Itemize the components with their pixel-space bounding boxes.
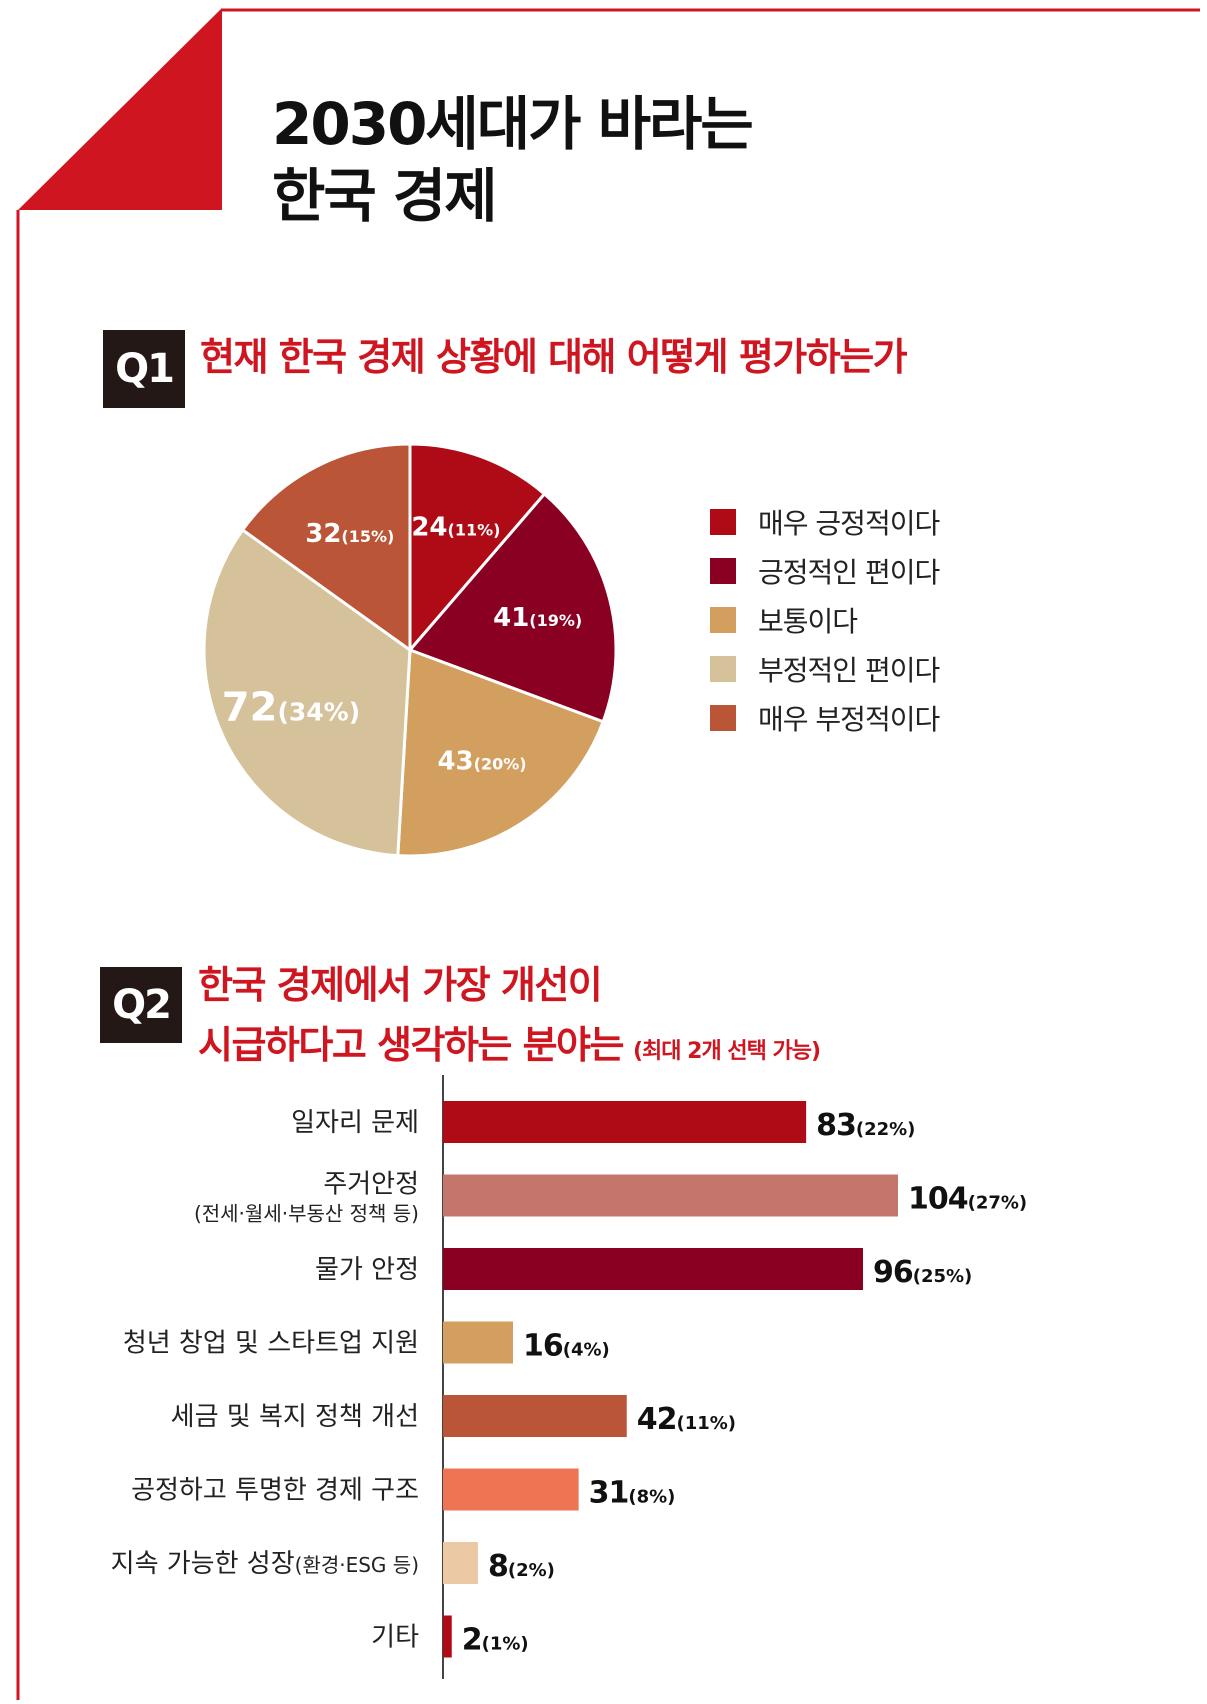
bar-value-label: 96(25%) xyxy=(873,1255,972,1290)
bar-category-main: 일자리 문제 xyxy=(291,1108,419,1138)
bar-value-label: 104(27%) xyxy=(908,1182,1027,1217)
bar-category-main: 청년 창업 및 스타트업 지원 xyxy=(123,1329,419,1359)
bar xyxy=(443,1321,513,1364)
bar-category-main: 물가 안정 xyxy=(315,1255,419,1285)
bar xyxy=(443,1101,807,1143)
q1-pie-chart: 24(11%) 41(19%) 43(20%) 72(34%) 32(15%) xyxy=(202,442,618,858)
bar-value: 42 xyxy=(637,1402,677,1437)
pie-slice-percent: (11%) xyxy=(448,521,501,540)
bar-value-label: 2(1%) xyxy=(462,1623,529,1658)
bar-percent: (27%) xyxy=(968,1193,1028,1214)
bar-value: 83 xyxy=(816,1108,856,1143)
bar-percent: (25%) xyxy=(913,1266,973,1287)
pie-slice-value: 41 xyxy=(493,603,529,633)
bar-percent: (4%) xyxy=(563,1340,610,1361)
pie-slice-value: 32 xyxy=(305,519,341,549)
pie-slice-label: 32(15%) xyxy=(305,519,394,549)
bar-category-label: 일자리 문제 xyxy=(291,1108,419,1138)
legend-item: 매우 긍정적이다 xyxy=(710,497,940,546)
bar-percent: (22%) xyxy=(856,1119,916,1140)
pie-slice-value: 24 xyxy=(411,513,447,543)
legend-item: 긍정적인 편이다 xyxy=(710,546,940,595)
bar-value: 8 xyxy=(488,1549,508,1584)
bar-value-label: 42(11%) xyxy=(637,1402,736,1437)
q2-question-line2-wrap: 시급하다고 생각하는 분야는 (최대 2개 선택 가능) xyxy=(198,1020,821,1077)
pie-slice-label: 43(20%) xyxy=(437,747,526,777)
page-title: 2030세대가 바라는 한국 경제 xyxy=(272,88,754,232)
pie-slice xyxy=(202,527,412,858)
bar-value-label: 31(8%) xyxy=(589,1476,676,1511)
q2-bar-chart: 일자리 문제 83(22%) 주거안정(전세·월세·부동산 정책 등) 104(27%… xyxy=(111,1075,1027,1679)
pie-slice xyxy=(408,442,547,655)
bar-category-label: 세금 및 복지 정책 개선 xyxy=(171,1402,419,1432)
bar-category-label: 공정하고 투명한 경제 구조 xyxy=(131,1476,419,1506)
bar-percent: (8%) xyxy=(628,1487,675,1508)
bar xyxy=(443,1468,579,1511)
legend-swatch xyxy=(710,655,736,682)
pie-slice-label: 72(34%) xyxy=(222,685,360,731)
bar-percent: (1%) xyxy=(482,1634,529,1655)
legend-item: 보통이다 xyxy=(710,595,939,644)
bar-value: 96 xyxy=(873,1255,913,1290)
pie-slice-value: 43 xyxy=(437,747,473,777)
bar xyxy=(443,1615,452,1658)
pie-slice xyxy=(240,442,412,653)
bar-category-main: 지속 가능한 성장 xyxy=(111,1549,295,1579)
q2-question-line1: 한국 경제에서 가장 개선이 xyxy=(198,963,603,1007)
pie-slice-value: 72 xyxy=(222,685,278,731)
pie-slice-label: 24(11%) xyxy=(411,513,500,543)
legend-swatch xyxy=(710,557,736,584)
legend-item: 매우 부정적이다 xyxy=(710,693,940,742)
bar xyxy=(443,1174,898,1217)
bar-category-main: 세금 및 복지 정책 개선 xyxy=(171,1402,419,1432)
pie-slice-percent: (19%) xyxy=(529,611,582,630)
bar xyxy=(443,1248,863,1290)
corner-triangle-decoration xyxy=(18,8,222,210)
bar-category-main: 기타 xyxy=(371,1623,419,1653)
pie-slice xyxy=(396,647,606,858)
bar-percent: (11%) xyxy=(677,1413,737,1434)
bar xyxy=(443,1542,478,1584)
bar-category-sublabel: (환경·ESG 등) xyxy=(295,1553,419,1577)
q2-note: (최대 2개 선택 가능) xyxy=(632,1039,821,1064)
bar-value-label: 16(4%) xyxy=(523,1329,610,1364)
bar-value: 104 xyxy=(908,1182,968,1217)
bar-category-main: 공정하고 투명한 경제 구조 xyxy=(131,1476,419,1506)
bar-value-label: 8(2%) xyxy=(488,1549,555,1584)
bar xyxy=(443,1395,627,1437)
page-title-line2: 한국 경제 xyxy=(272,162,498,230)
bar-category-label: 기타 xyxy=(371,1623,419,1653)
bar-value: 31 xyxy=(589,1476,629,1511)
q1-badge: Q1 xyxy=(103,330,185,408)
pie-slice-percent: (34%) xyxy=(277,698,360,727)
legend-label: 보통이다 xyxy=(758,604,858,638)
bar-category-sublabel: (전세·월세·부동산 정책 등) xyxy=(194,1202,419,1226)
pie-slice-label: 41(19%) xyxy=(493,603,582,633)
bar-value-label: 83(22%) xyxy=(816,1108,915,1143)
bar-percent: (2%) xyxy=(508,1560,555,1581)
bar-category-label: 주거안정 xyxy=(323,1170,419,1200)
legend-swatch xyxy=(710,606,736,633)
q1-question: 현재 한국 경제 상황에 대해 어떻게 평가하는가 xyxy=(200,335,908,379)
legend-swatch xyxy=(710,704,736,731)
legend-label: 긍정적인 편이다 xyxy=(758,555,940,589)
legend-item: 부정적인 편이다 xyxy=(710,644,940,693)
bar-value: 2 xyxy=(462,1623,482,1658)
bar-category-label: 물가 안정 xyxy=(315,1255,419,1285)
pie-slice-percent: (20%) xyxy=(474,755,527,774)
legend-label: 부정적인 편이다 xyxy=(758,653,940,687)
bar-value: 16 xyxy=(523,1329,563,1364)
legend-swatch xyxy=(710,508,736,535)
bar-category-label: 청년 창업 및 스타트업 지원 xyxy=(123,1329,419,1359)
pie-slice-percent: (15%) xyxy=(341,527,394,546)
bar-category-label: 지속 가능한 성장(환경·ESG 등) xyxy=(111,1549,419,1579)
page-title-line1: 2030세대가 바라는 xyxy=(272,90,754,158)
pie-slice xyxy=(407,491,618,724)
legend-label: 매우 부정적이다 xyxy=(758,702,940,736)
q2-question-line2: 시급하다고 생각하는 분야는 xyxy=(198,1023,624,1067)
q2-badge: Q2 xyxy=(100,967,182,1043)
legend-label: 매우 긍정적이다 xyxy=(758,506,940,540)
